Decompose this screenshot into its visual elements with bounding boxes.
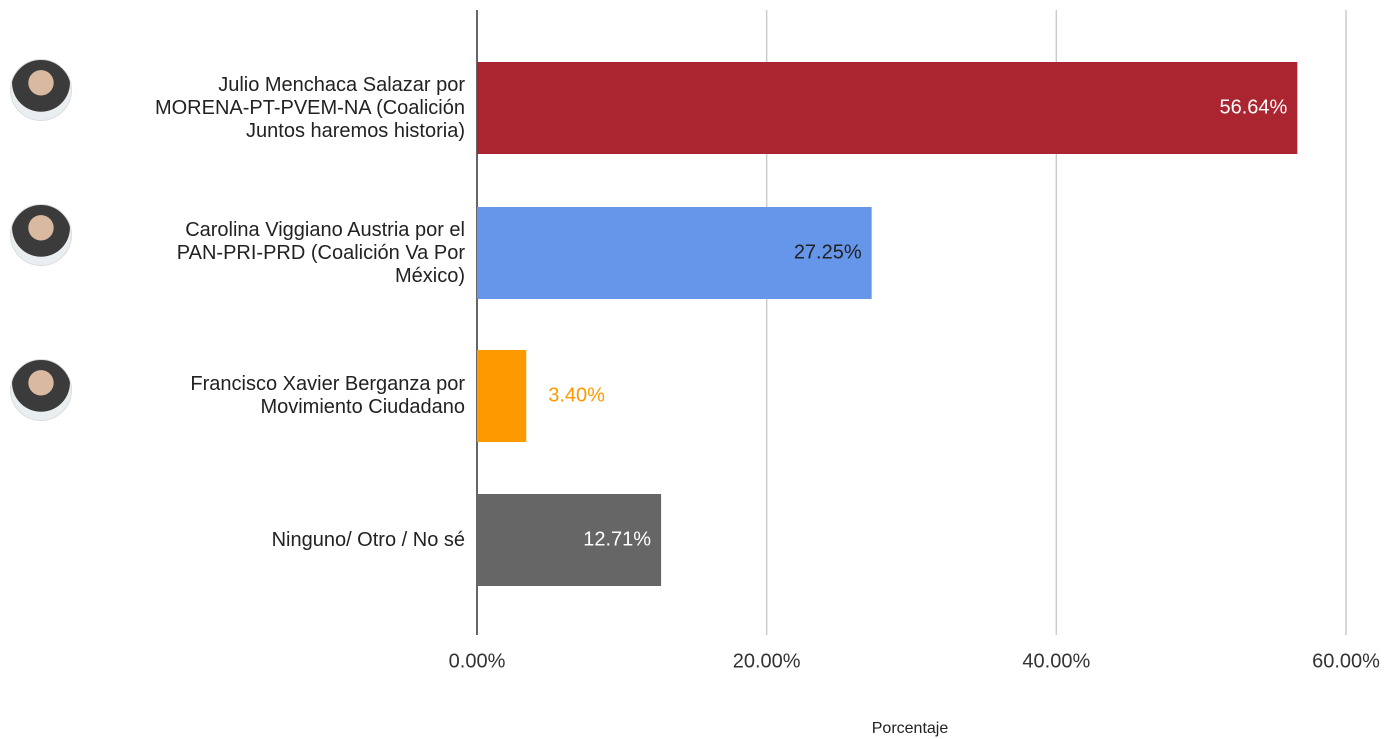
- x-tick-label: 0.00%: [449, 650, 506, 672]
- avatar: [10, 204, 72, 266]
- value-label: 12.71%: [583, 528, 651, 550]
- x-axis-title: Porcentaje: [872, 720, 949, 737]
- bar: [477, 350, 526, 442]
- avatar: [10, 59, 72, 121]
- y-tick-label: Ninguno/ Otro / No sé: [135, 490, 465, 590]
- chart: Porcentaje 0.00% 20.00% 40.00% 60.00% 56.64%…: [0, 0, 1388, 739]
- x-tick-label: 20.00%: [733, 650, 801, 672]
- value-label: 3.40%: [548, 384, 605, 406]
- bar: [477, 62, 1297, 154]
- y-tick-label: Francisco Xavier Berganza por Movimiento…: [135, 346, 465, 446]
- x-tick-label: 40.00%: [1022, 650, 1090, 672]
- x-tick-label: 60.00%: [1312, 650, 1380, 672]
- y-tick-label: Carolina Viggiano Austria por el PAN-PRI…: [135, 203, 465, 303]
- avatar: [10, 359, 72, 421]
- value-label: 27.25%: [794, 241, 862, 263]
- value-label: 56.64%: [1219, 96, 1287, 118]
- y-tick-label: Julio Menchaca Salazar por MORENA-PT-PVE…: [135, 58, 465, 158]
